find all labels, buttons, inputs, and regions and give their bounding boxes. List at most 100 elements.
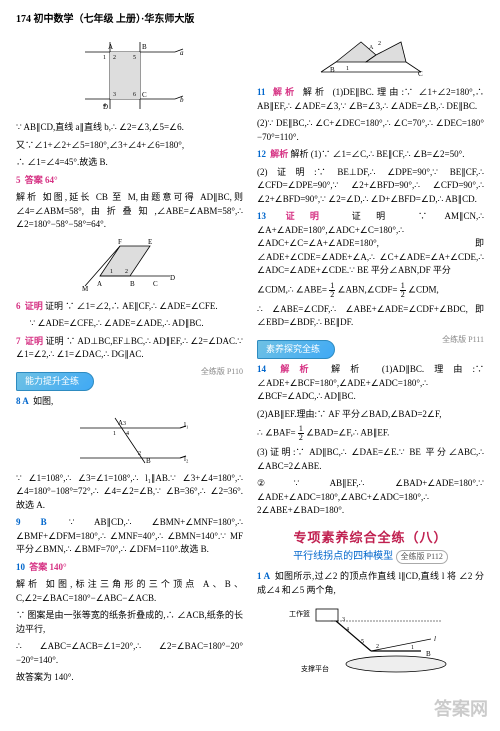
item13-d: ∠CDM, [408,284,439,294]
item9: 9 B ∵ AB∥CD,∴ ∠BMN+∠MNF=180°,∴ ∠BMF+∠DFM… [16,516,243,557]
item10-l1: 解析 如图,标注三角形的三个顶点 A、B、C,∠2=∠BAC=180°−∠ABC… [16,578,243,605]
item6: 6 证明 证明 ∵ ∠1=∠2,∴ AE∥CF,∴ ∠ADE=∠CFE. [16,300,243,314]
section-heading: 专项素养综合全练（八） [257,528,484,548]
svg-text:B: B [330,66,335,74]
svg-text:l: l [434,635,436,643]
banner-2-row: 素养探究全练 全练版 P111 [257,334,484,364]
proof-label-7: 证明 [25,336,43,346]
svg-text:b: b [180,96,184,104]
svg-text:1: 1 [113,431,116,437]
ref-2: 全练版 P111 [442,334,484,346]
sec-item1-num: 1 A [257,571,270,581]
frac-half-2: 12 [400,282,406,299]
item14-num: 14 [257,364,266,374]
item5-num: 5 [16,175,21,185]
item12-b: (2)证明:∵ BE⊥DF,∴ ∠DPE=90°,∵ BE∥CF,∴ ∠CFD=… [257,166,484,207]
svg-text:3: 3 [123,421,126,427]
item8: 8 A 如图, [16,395,243,409]
frac-half-3: 12 [298,425,304,442]
item4-l2: 又∵∠1+∠2+∠5=180°,∠3+∠4+∠6=180°, [16,139,243,153]
item9-num: 9 B [16,517,47,527]
svg-text:C: C [153,280,158,288]
item14-d: ∠BAD=∠F,∴ AB∥EF. [306,428,389,438]
svg-text:5: 5 [133,55,136,61]
svg-text:A: A [97,280,102,288]
watermark-icon: 答案网 [434,696,488,723]
svg-text:B: B [130,280,135,288]
item4-l3: ∴ ∠1=∠4=45°.故选 B. [16,156,243,170]
svg-text:C: C [142,91,147,99]
svg-text:1: 1 [411,645,414,651]
item4-l1: ∵ AB∥CD,直线 a∥直线 b,∴ ∠2=∠3,∠5=∠6. [16,121,243,135]
left-column: A B C D a b 1 2 5 6 3 4 ∵ AB∥CD,直线 a∥直线 … [16,33,243,689]
figure-4: A 2 B 1 C [257,37,484,82]
item13: 13 证明 证明 ∵ AM∥CN,∴ ∠A+∠ADE=180°,∠ADC+∠C=… [257,210,484,278]
item5: 5 答案 64° [16,174,243,188]
svg-text:1: 1 [103,55,106,61]
item7: 7 证明 证明 ∵ AD⊥BC,EF⊥BC,∴ AD∥EF,∴ ∠2=∠DAC.… [16,335,243,362]
proof-label-6: 证明 [25,301,43,311]
banner-1-row: 能力提升全练 全练版 P110 [16,366,243,396]
svg-text:l₂: l₂ [184,455,189,463]
svg-text:2: 2 [125,269,128,275]
item10-l3: ∴ ∠ABC=∠ACB=∠1=20°,∴ ∠2=∠BAC=180°−20°−20… [16,640,243,667]
item12-a: 解析 (1)∵ ∠1=∠C,∴ BE∥CF,∴ ∠B=∠2=50°. [291,149,465,159]
item8-body: ∵ ∠1=108°,∴ ∠3=∠1=108°,∴ l₁∥AB.∵ ∠3+∠4=1… [16,472,243,513]
sub-text: 平行线拐点的四种模型 [293,551,393,562]
svg-text:F: F [118,238,122,246]
item12: 12 解析 解析 (1)∵ ∠1=∠C,∴ BE∥CF,∴ ∠B=∠2=50°. [257,148,484,162]
item6-num: 6 [16,301,21,311]
ref-1: 全练版 P110 [201,366,243,378]
item14-b: (2)AB∥EF.理由:∵ AF 平分∠BAD,∠BAD=2∠F, [257,408,484,422]
figure-5: 工作篮 支撑平台 3 4 5 2 1 l B [257,601,484,681]
item7-num: 7 [16,336,21,346]
item6-l1: 证明 ∵ ∠1=∠2,∴ AE∥CF,∴ ∠ADE=∠CFE. [45,301,218,311]
item14-e: (3)证明:∵ AD∥BC,∴ ∠DAE=∠E.∵ BE 平分∠ABC,∴ ∠A… [257,446,484,473]
svg-text:2: 2 [138,451,141,457]
svg-text:B: B [142,43,147,51]
svg-text:6: 6 [133,92,136,98]
item13-row: ∠CDM,∴ ∠ABE= 12 ∠ABN,∠CDF= 12 ∠CDM, [257,282,484,299]
item6-l2: ∵ ∠ADE=∠CFE,∴ ∠ADE=∠ADE,∴ AD∥BC. [16,317,243,331]
item11: 11 解析 解析 (1)DE∥BC.理由:∵ ∠1+∠2=180°,∴ AB∥E… [257,86,484,113]
svg-text:A: A [369,45,374,51]
item8-num: 8 A [16,396,29,406]
svg-text:2: 2 [378,41,381,47]
frac-half-1: 12 [329,282,335,299]
jiexi-12: 解析 [270,149,288,159]
sub-pill: 全练版 P112 [396,550,448,564]
item12-num: 12 [257,149,266,159]
svg-text:2: 2 [376,644,379,650]
item10-l2: ∵ 图案是由一张等宽的纸条折叠成的,∴ ∠ACB,纸条的长边平行, [16,609,243,636]
section-sub: 平行线拐点的四种模型 全练版 P112 [257,549,484,564]
item11-num: 11 [257,87,266,97]
svg-text:a: a [180,49,184,57]
item14-f: ②∵ AB∥EF,∴ ∠BAD+∠ADE=180°.∵ ∠ADE+∠ADC=18… [257,477,484,518]
svg-text:l₁: l₁ [184,421,188,429]
item7-l1: 证明 ∵ AD⊥BC,EF⊥BC,∴ AD∥EF,∴ ∠2=∠DAC.∵ ∠1=… [16,336,243,360]
svg-text:4: 4 [346,627,349,633]
item10: 10 答案 140° [16,561,243,575]
svg-text:C: C [418,70,423,78]
svg-text:E: E [148,238,152,246]
item10-num: 10 [16,562,25,572]
item14-c: ∴ ∠BAF= [257,428,296,438]
figure-2: A F E B D M C 1 2 [16,236,243,296]
svg-text:B: B [146,457,151,465]
jiexi-14: 解析 [280,364,318,374]
item10-l4: 故答案为 140°. [16,671,243,685]
svg-text:3: 3 [342,617,345,623]
item13-c: ∠ABN,∠CDF= [337,284,397,294]
svg-text:工作篮: 工作篮 [289,609,310,618]
svg-text:5: 5 [361,639,364,645]
right-column: A 2 B 1 C 11 解析 解析 (1)DE∥BC.理由:∵ ∠1+∠2=1… [257,33,484,689]
item13-e: ∴ ∠ABE=∠CDF,∴ ∠ABE+∠ADE=∠CDF+∠BDC,即∠EBD=… [257,303,484,330]
svg-text:4: 4 [126,431,129,437]
item11-b: (2)∵ DE∥BC,∴ ∠C+∠DEC=180°,∴ ∠C=70°,∴ ∠DE… [257,117,484,144]
svg-text:A: A [108,43,113,51]
item5-jie: 解析 如图,延长 CB 至 M,由题意可得 AD∥BC,则 ∠4=∠ABM=58… [16,191,243,232]
svg-text:1: 1 [346,66,349,72]
svg-text:B: B [426,650,431,658]
item14: 14 解析 解析 (1)AD∥BC.理由:∵ ∠ADE+∠BCF=180°,∠A… [257,363,484,404]
svg-text:4: 4 [103,103,106,109]
